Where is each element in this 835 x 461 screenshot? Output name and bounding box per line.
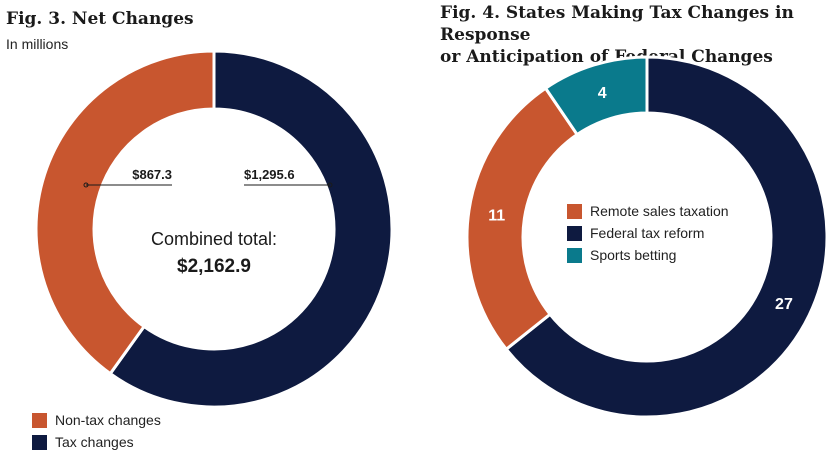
fig4-legend-label-federal-reform: Federal tax reform: [590, 225, 705, 241]
fig3-legend-label-non-tax: Non-tax changes: [55, 412, 161, 428]
fig4-donut: 27 11 4: [465, 55, 829, 419]
fig3-value-label-non-tax: $867.3: [132, 167, 172, 182]
fig3-value-label-tax: $1,295.6: [244, 167, 295, 182]
fig4-slice-federal-tax-reform: [504, 55, 829, 419]
fig4-title: Fig. 4. States Making Tax Changes in Res…: [440, 2, 835, 68]
fig3-legend-label-tax: Tax changes: [55, 434, 134, 450]
fig3-center-value: $2,162.9: [177, 256, 251, 277]
fig3-legend-item-tax: Tax changes: [32, 431, 161, 453]
fig3-legend-swatch-tax: [32, 434, 47, 450]
fig4-slice-label-remote-sales-taxation: 11: [488, 207, 505, 224]
fig3-center-label: Combined total:: [151, 229, 277, 249]
fig4-legend-label-sports-betting: Sports betting: [590, 247, 677, 263]
fig4-legend: Remote sales taxation Federal tax reform…: [567, 200, 729, 266]
fig3-donut: $1,295.6 $867.3 Combined total: $2,162.9: [34, 49, 394, 409]
fig4-legend-item-sports-betting: Sports betting: [567, 244, 729, 266]
fig3-legend-swatch-non-tax: [32, 412, 47, 428]
fig4-slice-remote-sales-taxation: [465, 86, 580, 352]
fig4-legend-swatch-remote-sales: [567, 203, 582, 219]
fig4-legend-label-remote-sales: Remote sales taxation: [590, 203, 729, 219]
fig4-legend-item-federal-reform: Federal tax reform: [567, 222, 729, 244]
fig4-slice-label-sports-betting: 4: [598, 85, 607, 102]
fig4-legend-swatch-federal-reform: [567, 225, 582, 241]
fig3-subtitle: In millions: [6, 36, 69, 52]
fig3-legend: Non-tax changes Tax changes: [32, 409, 161, 453]
fig4-slice-sports-betting: [543, 55, 649, 137]
fig3-leader-non-tax-dot: [83, 182, 89, 188]
fig4-legend-item-remote-sales: Remote sales taxation: [567, 200, 729, 222]
fig4-legend-swatch-sports-betting: [567, 247, 582, 263]
fig3-slice-tax-changes: [108, 49, 394, 409]
fig3-title: Fig. 3. Net Changes: [6, 9, 194, 29]
fig4-title-line1: Fig. 4. States Making Tax Changes in Res…: [440, 3, 794, 45]
fig3-slice-non-tax-changes: [34, 49, 216, 376]
fig4-slice-label-federal-tax-reform: 27: [775, 296, 793, 313]
fig3-leader-tax-dot: [327, 182, 333, 188]
fig3-legend-item-non-tax: Non-tax changes: [32, 409, 161, 431]
